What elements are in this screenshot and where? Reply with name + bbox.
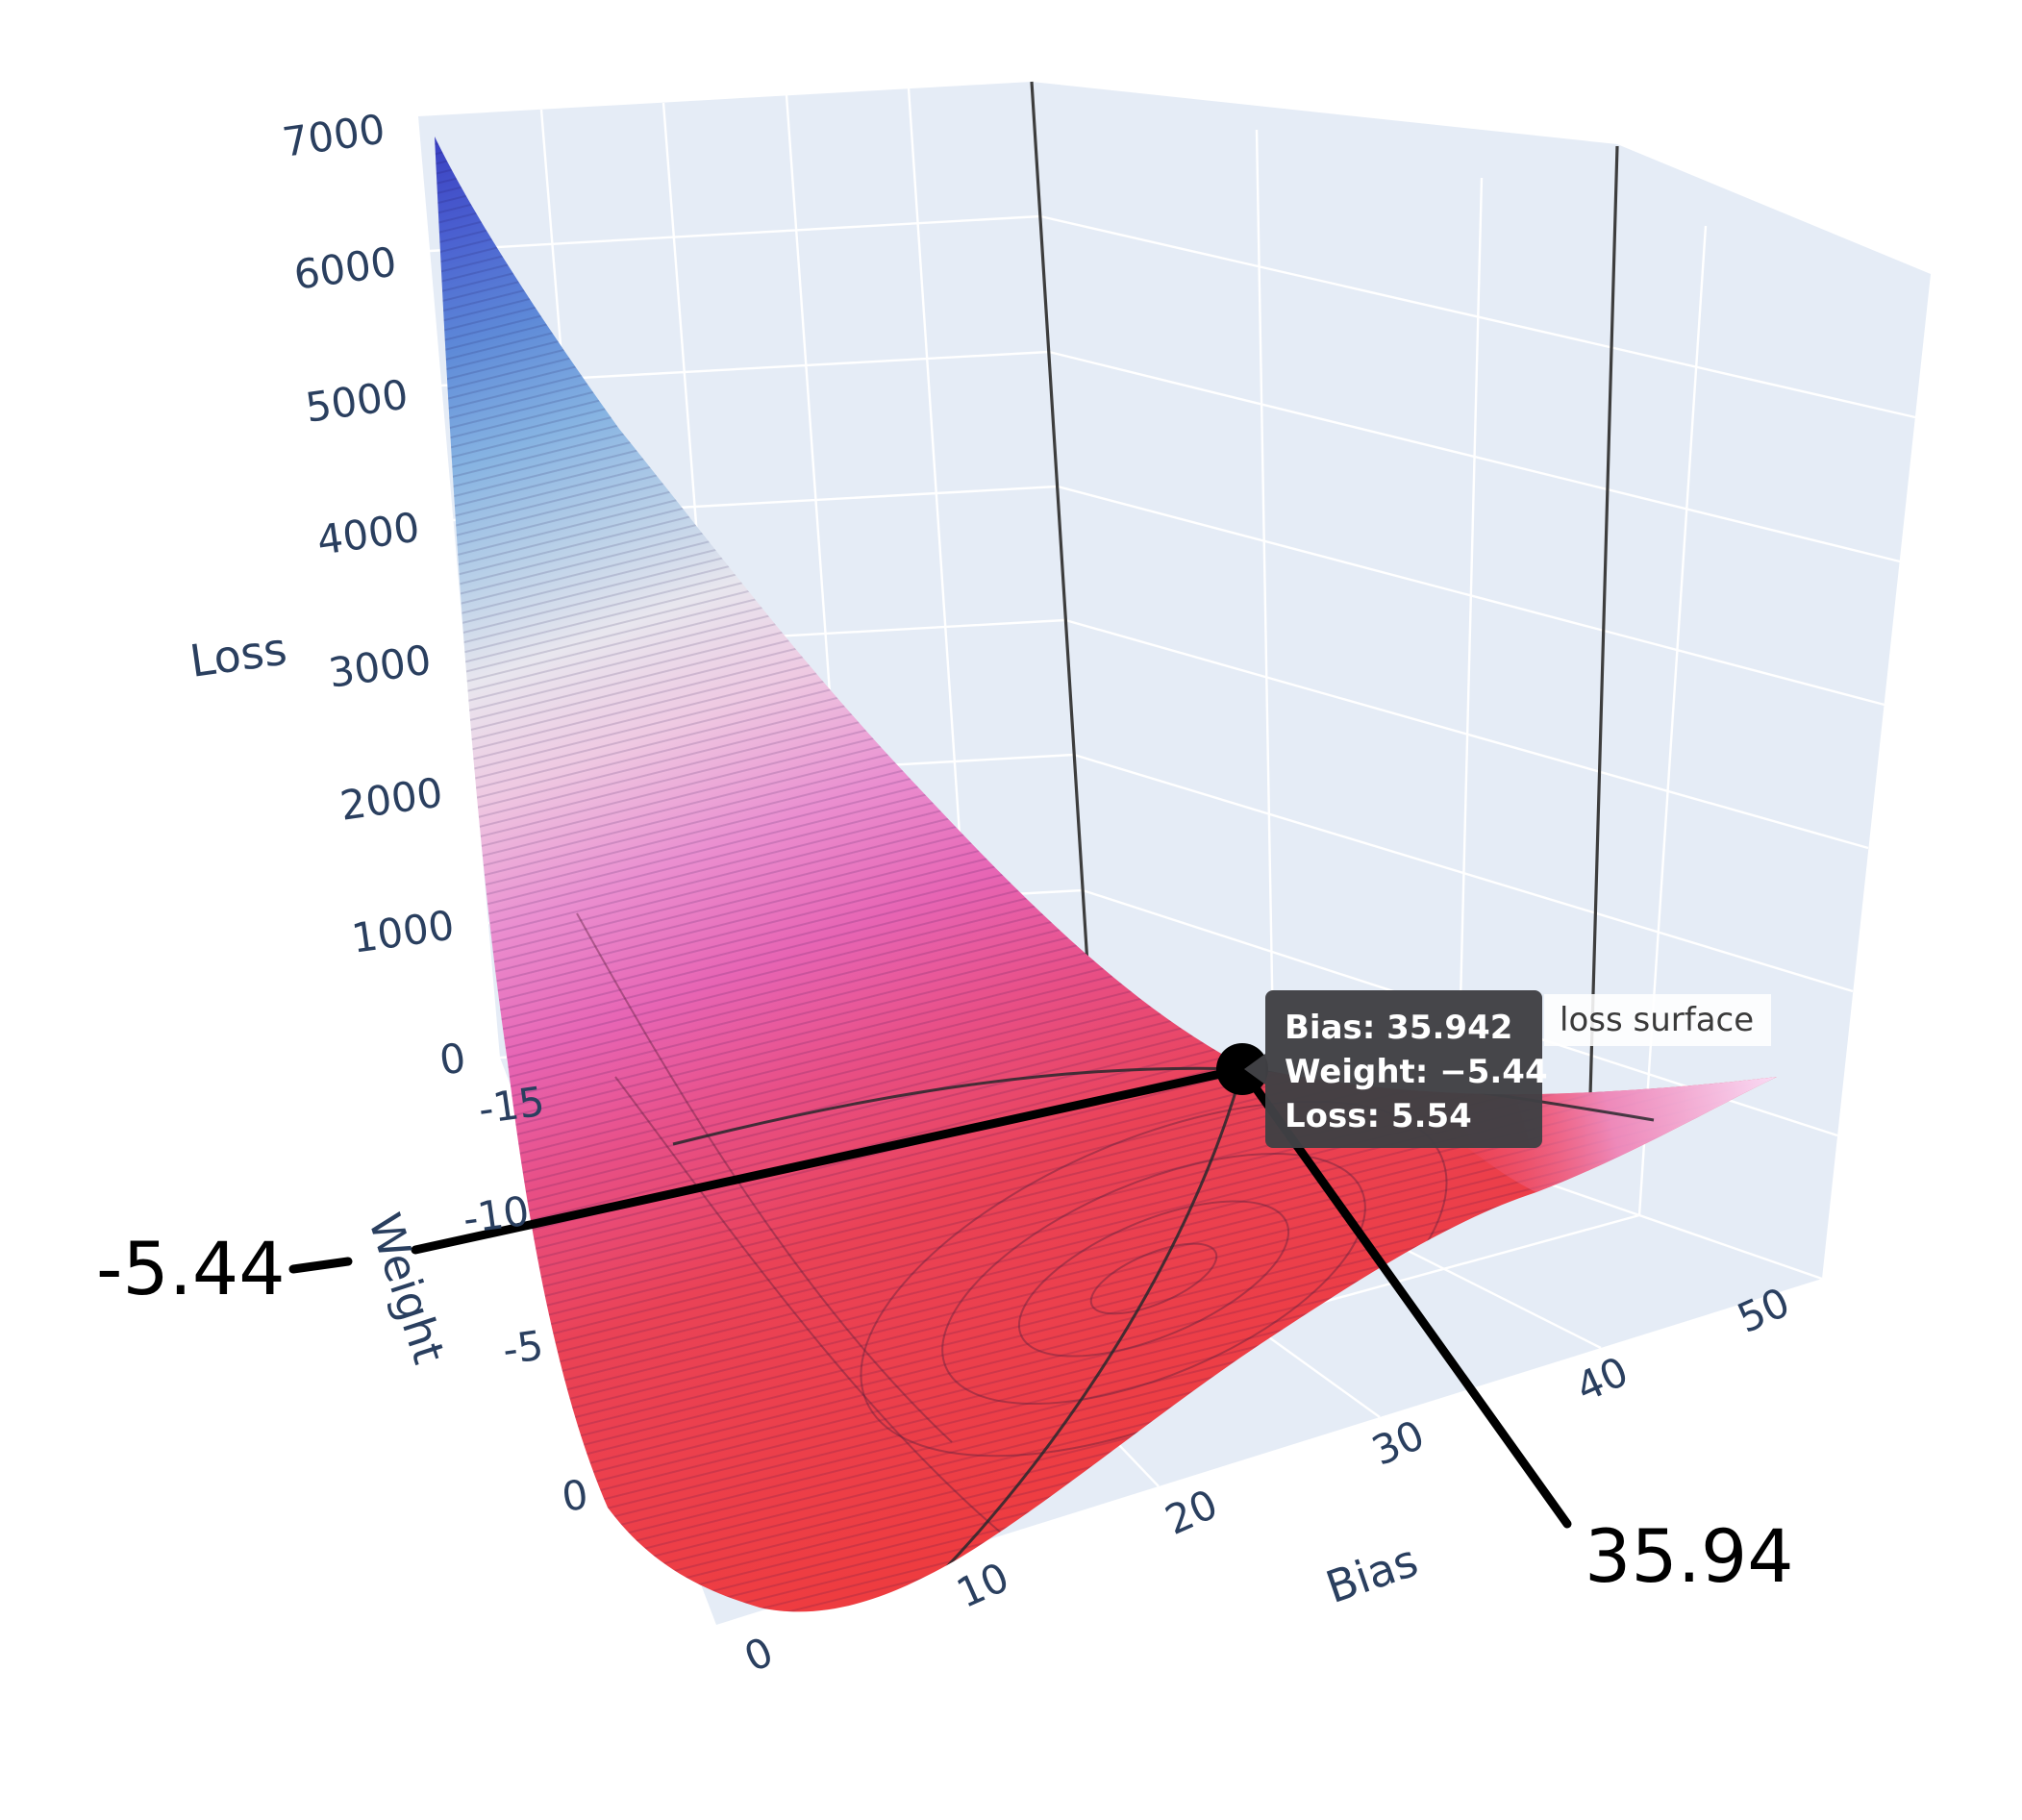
right-wall [1032,82,1931,1279]
contour-curve [576,912,953,1443]
tooltip-pointer [1244,1054,1265,1085]
contour-ring [1017,1200,1290,1358]
tooltip-box [1265,990,1542,1148]
hover-tooltip: Bias: 35.942 Weight: −5.44 Loss: 5.54 lo… [1244,990,1771,1148]
tick-label: 1000 [349,901,458,961]
tooltip-bias-line: Bias: 35.942 [1285,1009,1512,1047]
tick-label: 3000 [326,636,435,696]
back-corner-edge-lines [1030,81,1619,1164]
tick-label: 7000 [280,105,388,165]
trace-name-label: loss surface [1560,1001,1754,1039]
tick-label: 10 [950,1554,1016,1618]
y-axis-title: Weight [359,1208,456,1370]
tick-label: -10 [461,1187,533,1243]
tooltip-weight-line: Weight: −5.44 [1285,1053,1548,1091]
hover-point-marker[interactable] [1216,1043,1268,1095]
tick-label: 30 [1365,1411,1432,1476]
tooltip-loss-line: Loss: 5.54 [1285,1097,1472,1135]
trace-name-box [1544,994,1771,1046]
tick-label: 2000 [337,768,446,829]
z-axis: 7000 6000 5000 4000 3000 2000 1000 0 Los… [187,105,468,1084]
tick-label: 0 [437,1034,468,1084]
tick-label: 4000 [314,503,423,563]
tick-label: -15 [476,1078,548,1134]
bias-annotation-value: 35.94 [1585,1513,1794,1599]
contour-curve [614,1076,1020,1549]
tick-label: 0 [559,1471,590,1521]
contour-ring [1089,1242,1218,1315]
tick-label: 40 [1569,1348,1635,1412]
x-axis-title: Bias [1319,1534,1424,1613]
z-axis-title: Loss [187,622,289,687]
tick-label: 0 [737,1628,780,1682]
weight-annotation-value: -5.44 [96,1226,286,1311]
tick-label: 5000 [303,370,412,431]
tick-label: -5 [500,1321,546,1373]
tick-label: 20 [1159,1481,1225,1545]
contour-ring [941,1152,1366,1406]
tick-label: 6000 [291,237,400,298]
